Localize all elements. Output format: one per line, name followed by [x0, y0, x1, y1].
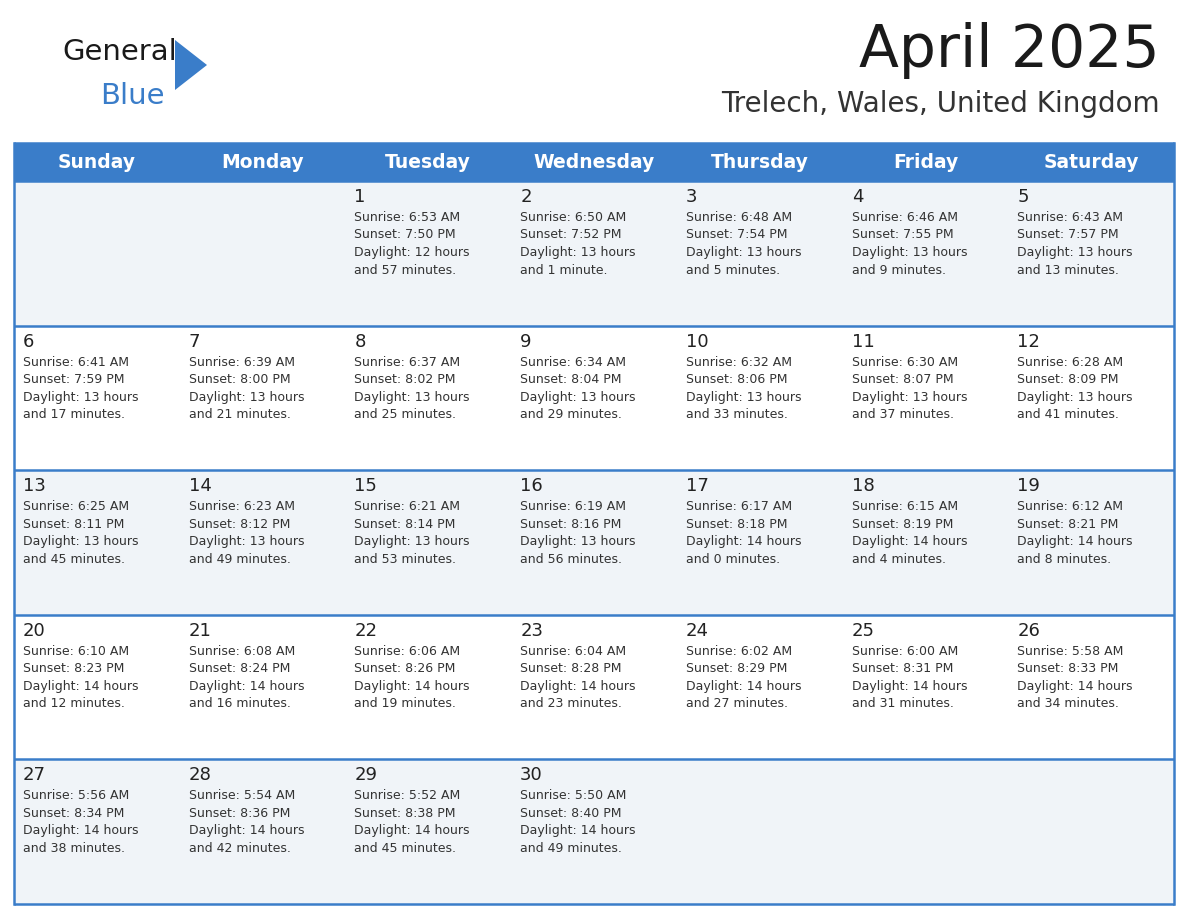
- Text: April 2025: April 2025: [859, 22, 1159, 79]
- Text: Sunrise: 5:58 AM
Sunset: 8:33 PM
Daylight: 14 hours
and 34 minutes.: Sunrise: 5:58 AM Sunset: 8:33 PM Dayligh…: [1017, 644, 1133, 711]
- Text: Sunrise: 6:02 AM
Sunset: 8:29 PM
Daylight: 14 hours
and 27 minutes.: Sunrise: 6:02 AM Sunset: 8:29 PM Dayligh…: [685, 644, 802, 711]
- Text: Sunrise: 6:53 AM
Sunset: 7:50 PM
Daylight: 12 hours
and 57 minutes.: Sunrise: 6:53 AM Sunset: 7:50 PM Dayligh…: [354, 211, 470, 276]
- Text: 4: 4: [852, 188, 862, 206]
- Text: 24: 24: [685, 621, 709, 640]
- Text: Sunrise: 6:19 AM
Sunset: 8:16 PM
Daylight: 13 hours
and 56 minutes.: Sunrise: 6:19 AM Sunset: 8:16 PM Dayligh…: [520, 500, 636, 565]
- Text: Sunrise: 6:34 AM
Sunset: 8:04 PM
Daylight: 13 hours
and 29 minutes.: Sunrise: 6:34 AM Sunset: 8:04 PM Dayligh…: [520, 355, 636, 421]
- Text: Sunrise: 6:37 AM
Sunset: 8:02 PM
Daylight: 13 hours
and 25 minutes.: Sunrise: 6:37 AM Sunset: 8:02 PM Dayligh…: [354, 355, 470, 421]
- Text: Sunrise: 6:46 AM
Sunset: 7:55 PM
Daylight: 13 hours
and 9 minutes.: Sunrise: 6:46 AM Sunset: 7:55 PM Dayligh…: [852, 211, 967, 276]
- Text: 22: 22: [354, 621, 378, 640]
- Text: 21: 21: [189, 621, 211, 640]
- Text: Sunrise: 5:56 AM
Sunset: 8:34 PM
Daylight: 14 hours
and 38 minutes.: Sunrise: 5:56 AM Sunset: 8:34 PM Dayligh…: [23, 789, 139, 855]
- Text: Sunrise: 6:41 AM
Sunset: 7:59 PM
Daylight: 13 hours
and 17 minutes.: Sunrise: 6:41 AM Sunset: 7:59 PM Dayligh…: [23, 355, 139, 421]
- Text: Sunrise: 5:54 AM
Sunset: 8:36 PM
Daylight: 14 hours
and 42 minutes.: Sunrise: 5:54 AM Sunset: 8:36 PM Dayligh…: [189, 789, 304, 855]
- Text: Sunrise: 6:23 AM
Sunset: 8:12 PM
Daylight: 13 hours
and 49 minutes.: Sunrise: 6:23 AM Sunset: 8:12 PM Dayligh…: [189, 500, 304, 565]
- Text: Sunrise: 6:43 AM
Sunset: 7:57 PM
Daylight: 13 hours
and 13 minutes.: Sunrise: 6:43 AM Sunset: 7:57 PM Dayligh…: [1017, 211, 1133, 276]
- Text: 25: 25: [852, 621, 874, 640]
- Text: 2: 2: [520, 188, 532, 206]
- Text: Sunrise: 6:39 AM
Sunset: 8:00 PM
Daylight: 13 hours
and 21 minutes.: Sunrise: 6:39 AM Sunset: 8:00 PM Dayligh…: [189, 355, 304, 421]
- Text: Sunrise: 6:28 AM
Sunset: 8:09 PM
Daylight: 13 hours
and 41 minutes.: Sunrise: 6:28 AM Sunset: 8:09 PM Dayligh…: [1017, 355, 1133, 421]
- Text: 20: 20: [23, 621, 46, 640]
- Text: 18: 18: [852, 477, 874, 495]
- Text: Sunrise: 6:00 AM
Sunset: 8:31 PM
Daylight: 14 hours
and 31 minutes.: Sunrise: 6:00 AM Sunset: 8:31 PM Dayligh…: [852, 644, 967, 711]
- Text: General: General: [62, 38, 177, 66]
- Text: 9: 9: [520, 332, 532, 351]
- Text: 11: 11: [852, 332, 874, 351]
- Text: 6: 6: [23, 332, 34, 351]
- Bar: [14, 470, 1174, 615]
- Text: Sunrise: 6:30 AM
Sunset: 8:07 PM
Daylight: 13 hours
and 37 minutes.: Sunrise: 6:30 AM Sunset: 8:07 PM Dayligh…: [852, 355, 967, 421]
- Text: Sunrise: 5:52 AM
Sunset: 8:38 PM
Daylight: 14 hours
and 45 minutes.: Sunrise: 5:52 AM Sunset: 8:38 PM Dayligh…: [354, 789, 470, 855]
- Bar: [14, 143, 1174, 181]
- Text: 16: 16: [520, 477, 543, 495]
- Text: Sunrise: 6:08 AM
Sunset: 8:24 PM
Daylight: 14 hours
and 16 minutes.: Sunrise: 6:08 AM Sunset: 8:24 PM Dayligh…: [189, 644, 304, 711]
- Text: Sunrise: 6:21 AM
Sunset: 8:14 PM
Daylight: 13 hours
and 53 minutes.: Sunrise: 6:21 AM Sunset: 8:14 PM Dayligh…: [354, 500, 470, 565]
- Text: Sunrise: 6:50 AM
Sunset: 7:52 PM
Daylight: 13 hours
and 1 minute.: Sunrise: 6:50 AM Sunset: 7:52 PM Dayligh…: [520, 211, 636, 276]
- Text: 13: 13: [23, 477, 46, 495]
- Text: 26: 26: [1017, 621, 1041, 640]
- Text: 30: 30: [520, 767, 543, 784]
- Text: Tuesday: Tuesday: [385, 152, 472, 172]
- Text: Sunrise: 6:32 AM
Sunset: 8:06 PM
Daylight: 13 hours
and 33 minutes.: Sunrise: 6:32 AM Sunset: 8:06 PM Dayligh…: [685, 355, 802, 421]
- Text: 5: 5: [1017, 188, 1029, 206]
- Text: 8: 8: [354, 332, 366, 351]
- Polygon shape: [175, 40, 207, 90]
- Text: Sunrise: 6:04 AM
Sunset: 8:28 PM
Daylight: 14 hours
and 23 minutes.: Sunrise: 6:04 AM Sunset: 8:28 PM Dayligh…: [520, 644, 636, 711]
- Text: 12: 12: [1017, 332, 1041, 351]
- Text: 29: 29: [354, 767, 378, 784]
- Text: Blue: Blue: [100, 82, 164, 110]
- Text: Sunrise: 6:06 AM
Sunset: 8:26 PM
Daylight: 14 hours
and 19 minutes.: Sunrise: 6:06 AM Sunset: 8:26 PM Dayligh…: [354, 644, 470, 711]
- Text: Saturday: Saturday: [1043, 152, 1139, 172]
- Text: 27: 27: [23, 767, 46, 784]
- Text: 19: 19: [1017, 477, 1041, 495]
- Text: Sunrise: 6:17 AM
Sunset: 8:18 PM
Daylight: 14 hours
and 0 minutes.: Sunrise: 6:17 AM Sunset: 8:18 PM Dayligh…: [685, 500, 802, 565]
- Bar: [14, 326, 1174, 470]
- Text: Sunrise: 6:48 AM
Sunset: 7:54 PM
Daylight: 13 hours
and 5 minutes.: Sunrise: 6:48 AM Sunset: 7:54 PM Dayligh…: [685, 211, 802, 276]
- Bar: [14, 181, 1174, 326]
- Text: 15: 15: [354, 477, 378, 495]
- Bar: [14, 615, 1174, 759]
- Text: Trelech, Wales, United Kingdom: Trelech, Wales, United Kingdom: [721, 90, 1159, 118]
- Text: 1: 1: [354, 188, 366, 206]
- Text: Wednesday: Wednesday: [533, 152, 655, 172]
- Text: 3: 3: [685, 188, 697, 206]
- Text: Friday: Friday: [893, 152, 958, 172]
- Text: 23: 23: [520, 621, 543, 640]
- Text: 14: 14: [189, 477, 211, 495]
- Text: Sunrise: 6:10 AM
Sunset: 8:23 PM
Daylight: 14 hours
and 12 minutes.: Sunrise: 6:10 AM Sunset: 8:23 PM Dayligh…: [23, 644, 139, 711]
- Text: Thursday: Thursday: [710, 152, 809, 172]
- Text: Sunrise: 5:50 AM
Sunset: 8:40 PM
Daylight: 14 hours
and 49 minutes.: Sunrise: 5:50 AM Sunset: 8:40 PM Dayligh…: [520, 789, 636, 855]
- Text: Sunday: Sunday: [58, 152, 135, 172]
- Text: Sunrise: 6:25 AM
Sunset: 8:11 PM
Daylight: 13 hours
and 45 minutes.: Sunrise: 6:25 AM Sunset: 8:11 PM Dayligh…: [23, 500, 139, 565]
- Text: Sunrise: 6:12 AM
Sunset: 8:21 PM
Daylight: 14 hours
and 8 minutes.: Sunrise: 6:12 AM Sunset: 8:21 PM Dayligh…: [1017, 500, 1133, 565]
- Text: 28: 28: [189, 767, 211, 784]
- Text: Sunrise: 6:15 AM
Sunset: 8:19 PM
Daylight: 14 hours
and 4 minutes.: Sunrise: 6:15 AM Sunset: 8:19 PM Dayligh…: [852, 500, 967, 565]
- Text: 7: 7: [189, 332, 201, 351]
- Text: 10: 10: [685, 332, 708, 351]
- Text: 17: 17: [685, 477, 709, 495]
- Text: Monday: Monday: [221, 152, 304, 172]
- Bar: [14, 759, 1174, 904]
